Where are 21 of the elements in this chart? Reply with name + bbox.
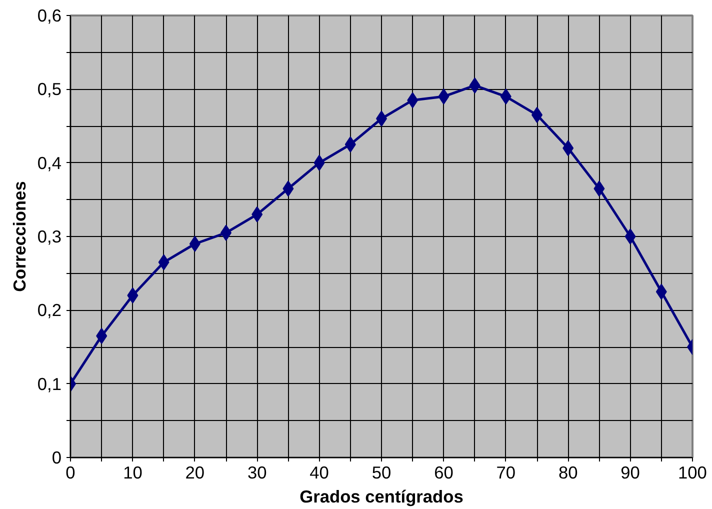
y-tick-label: 0,6 bbox=[37, 6, 62, 26]
x-tick-label: 70 bbox=[496, 462, 516, 482]
y-tick-label: 0 bbox=[52, 448, 62, 468]
y-axis-title: Correcciones bbox=[9, 181, 30, 292]
y-tick-label: 0,2 bbox=[37, 300, 62, 320]
x-tick-label: 40 bbox=[310, 462, 329, 482]
x-tick-label: 30 bbox=[247, 462, 267, 482]
x-tick-label: 90 bbox=[620, 462, 640, 482]
x-tick-label: 80 bbox=[558, 462, 578, 482]
x-tick-label: 20 bbox=[185, 462, 205, 482]
x-tick-label: 0 bbox=[66, 462, 76, 482]
x-tick-label: 10 bbox=[123, 462, 142, 482]
x-tick-label: 60 bbox=[434, 462, 454, 482]
y-tick-label: 0,5 bbox=[37, 79, 62, 100]
y-tick-label: 0,1 bbox=[37, 374, 62, 394]
x-axis-title: Grados centígrados bbox=[300, 486, 464, 506]
y-tick-label: 0,3 bbox=[37, 226, 62, 246]
y-tick-label: 0,4 bbox=[37, 152, 62, 173]
x-tick-label: 50 bbox=[372, 462, 392, 482]
x-tick-label: 100 bbox=[678, 462, 707, 482]
point bbox=[624, 228, 636, 244]
